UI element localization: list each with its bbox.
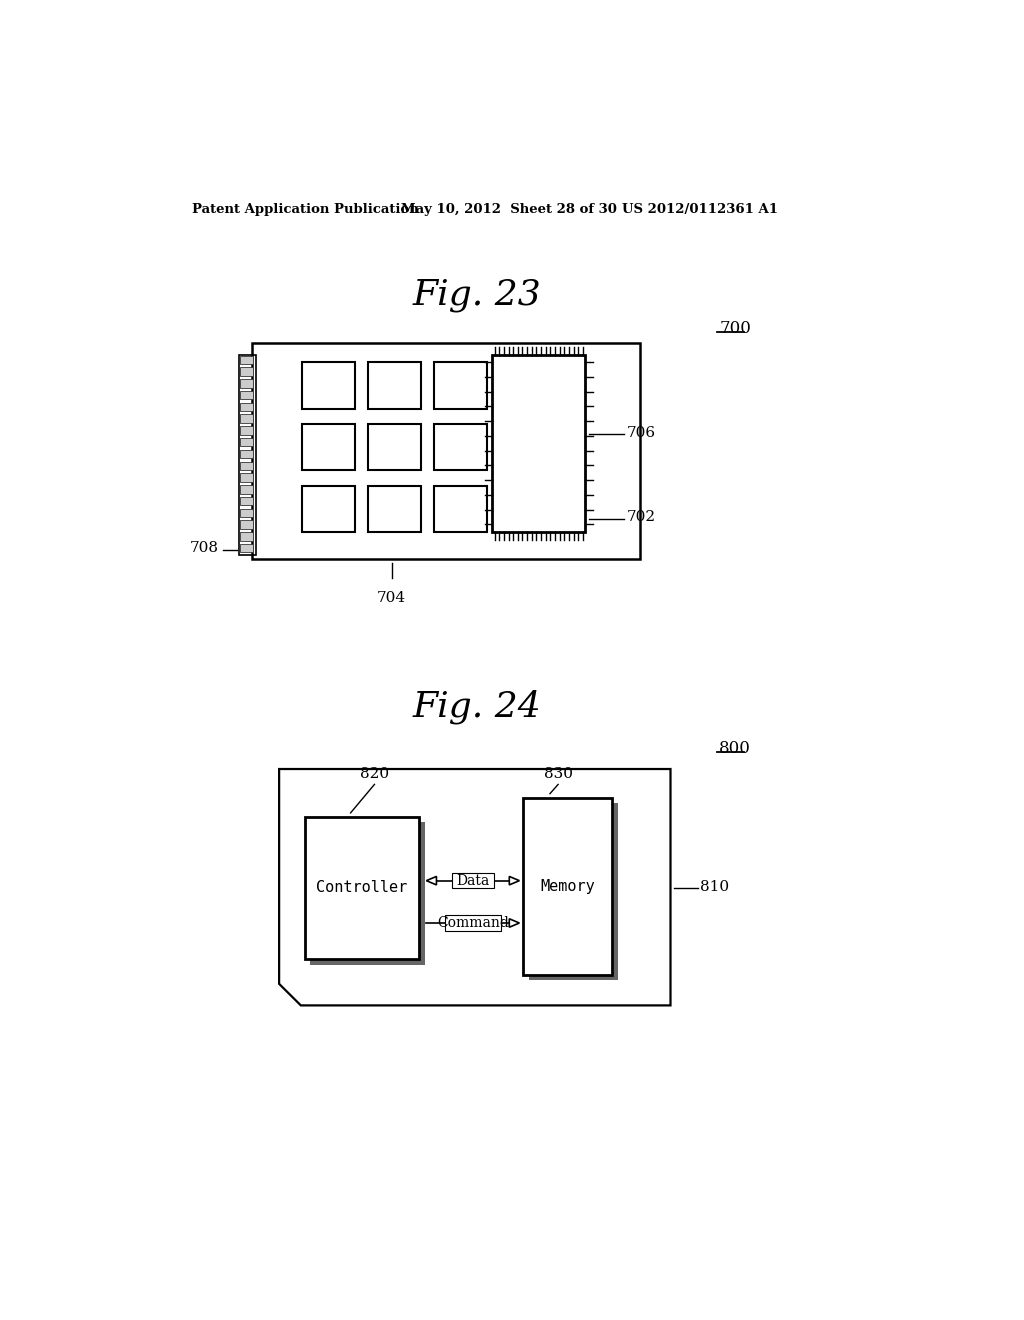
Polygon shape <box>426 876 436 884</box>
Text: 800: 800 <box>719 739 752 756</box>
Text: Controller: Controller <box>316 880 408 895</box>
Bar <box>305 817 420 960</box>
Text: Data: Data <box>457 874 489 887</box>
Text: 708: 708 <box>190 541 219 554</box>
Bar <box>241 544 253 553</box>
Bar <box>241 403 253 411</box>
Text: 830: 830 <box>544 767 572 780</box>
Bar <box>302 363 355 409</box>
Text: Command: Command <box>437 916 509 931</box>
Polygon shape <box>509 876 519 884</box>
Text: 700: 700 <box>719 321 752 337</box>
Bar <box>369 486 421 532</box>
Text: 706: 706 <box>627 425 655 440</box>
Text: 702: 702 <box>627 511 655 524</box>
Bar <box>241 355 253 364</box>
Bar <box>241 450 253 458</box>
Text: Fig. 24: Fig. 24 <box>413 689 541 725</box>
Bar <box>523 797 612 974</box>
Bar <box>241 484 253 494</box>
Bar <box>241 391 253 400</box>
Text: 810: 810 <box>700 880 729 894</box>
Polygon shape <box>280 770 671 1006</box>
Bar <box>241 462 253 470</box>
Bar <box>241 426 253 434</box>
Text: May 10, 2012  Sheet 28 of 30: May 10, 2012 Sheet 28 of 30 <box>400 203 616 216</box>
Bar <box>434 424 486 470</box>
Bar <box>310 822 425 965</box>
Bar <box>241 474 253 482</box>
Bar <box>302 486 355 532</box>
Bar <box>434 486 486 532</box>
Text: US 2012/0112361 A1: US 2012/0112361 A1 <box>623 203 778 216</box>
Bar <box>241 367 253 376</box>
Text: Fig. 23: Fig. 23 <box>413 277 541 312</box>
Bar <box>241 379 253 388</box>
Bar <box>241 532 253 541</box>
Bar <box>241 520 253 529</box>
Text: Memory: Memory <box>541 879 595 894</box>
Bar <box>241 496 253 506</box>
Bar <box>241 508 253 517</box>
Bar <box>369 363 421 409</box>
Bar <box>528 803 617 979</box>
Bar <box>452 873 495 888</box>
Bar <box>239 355 256 554</box>
Bar <box>241 438 253 446</box>
Text: 820: 820 <box>359 767 389 780</box>
Text: 704: 704 <box>377 591 407 605</box>
Bar <box>302 424 355 470</box>
Bar <box>434 363 486 409</box>
Bar <box>369 424 421 470</box>
Bar <box>241 414 253 422</box>
Bar <box>252 343 640 558</box>
Text: Patent Application Publication: Patent Application Publication <box>191 203 418 216</box>
Bar <box>493 355 586 532</box>
Polygon shape <box>509 919 519 927</box>
Bar <box>445 915 501 931</box>
